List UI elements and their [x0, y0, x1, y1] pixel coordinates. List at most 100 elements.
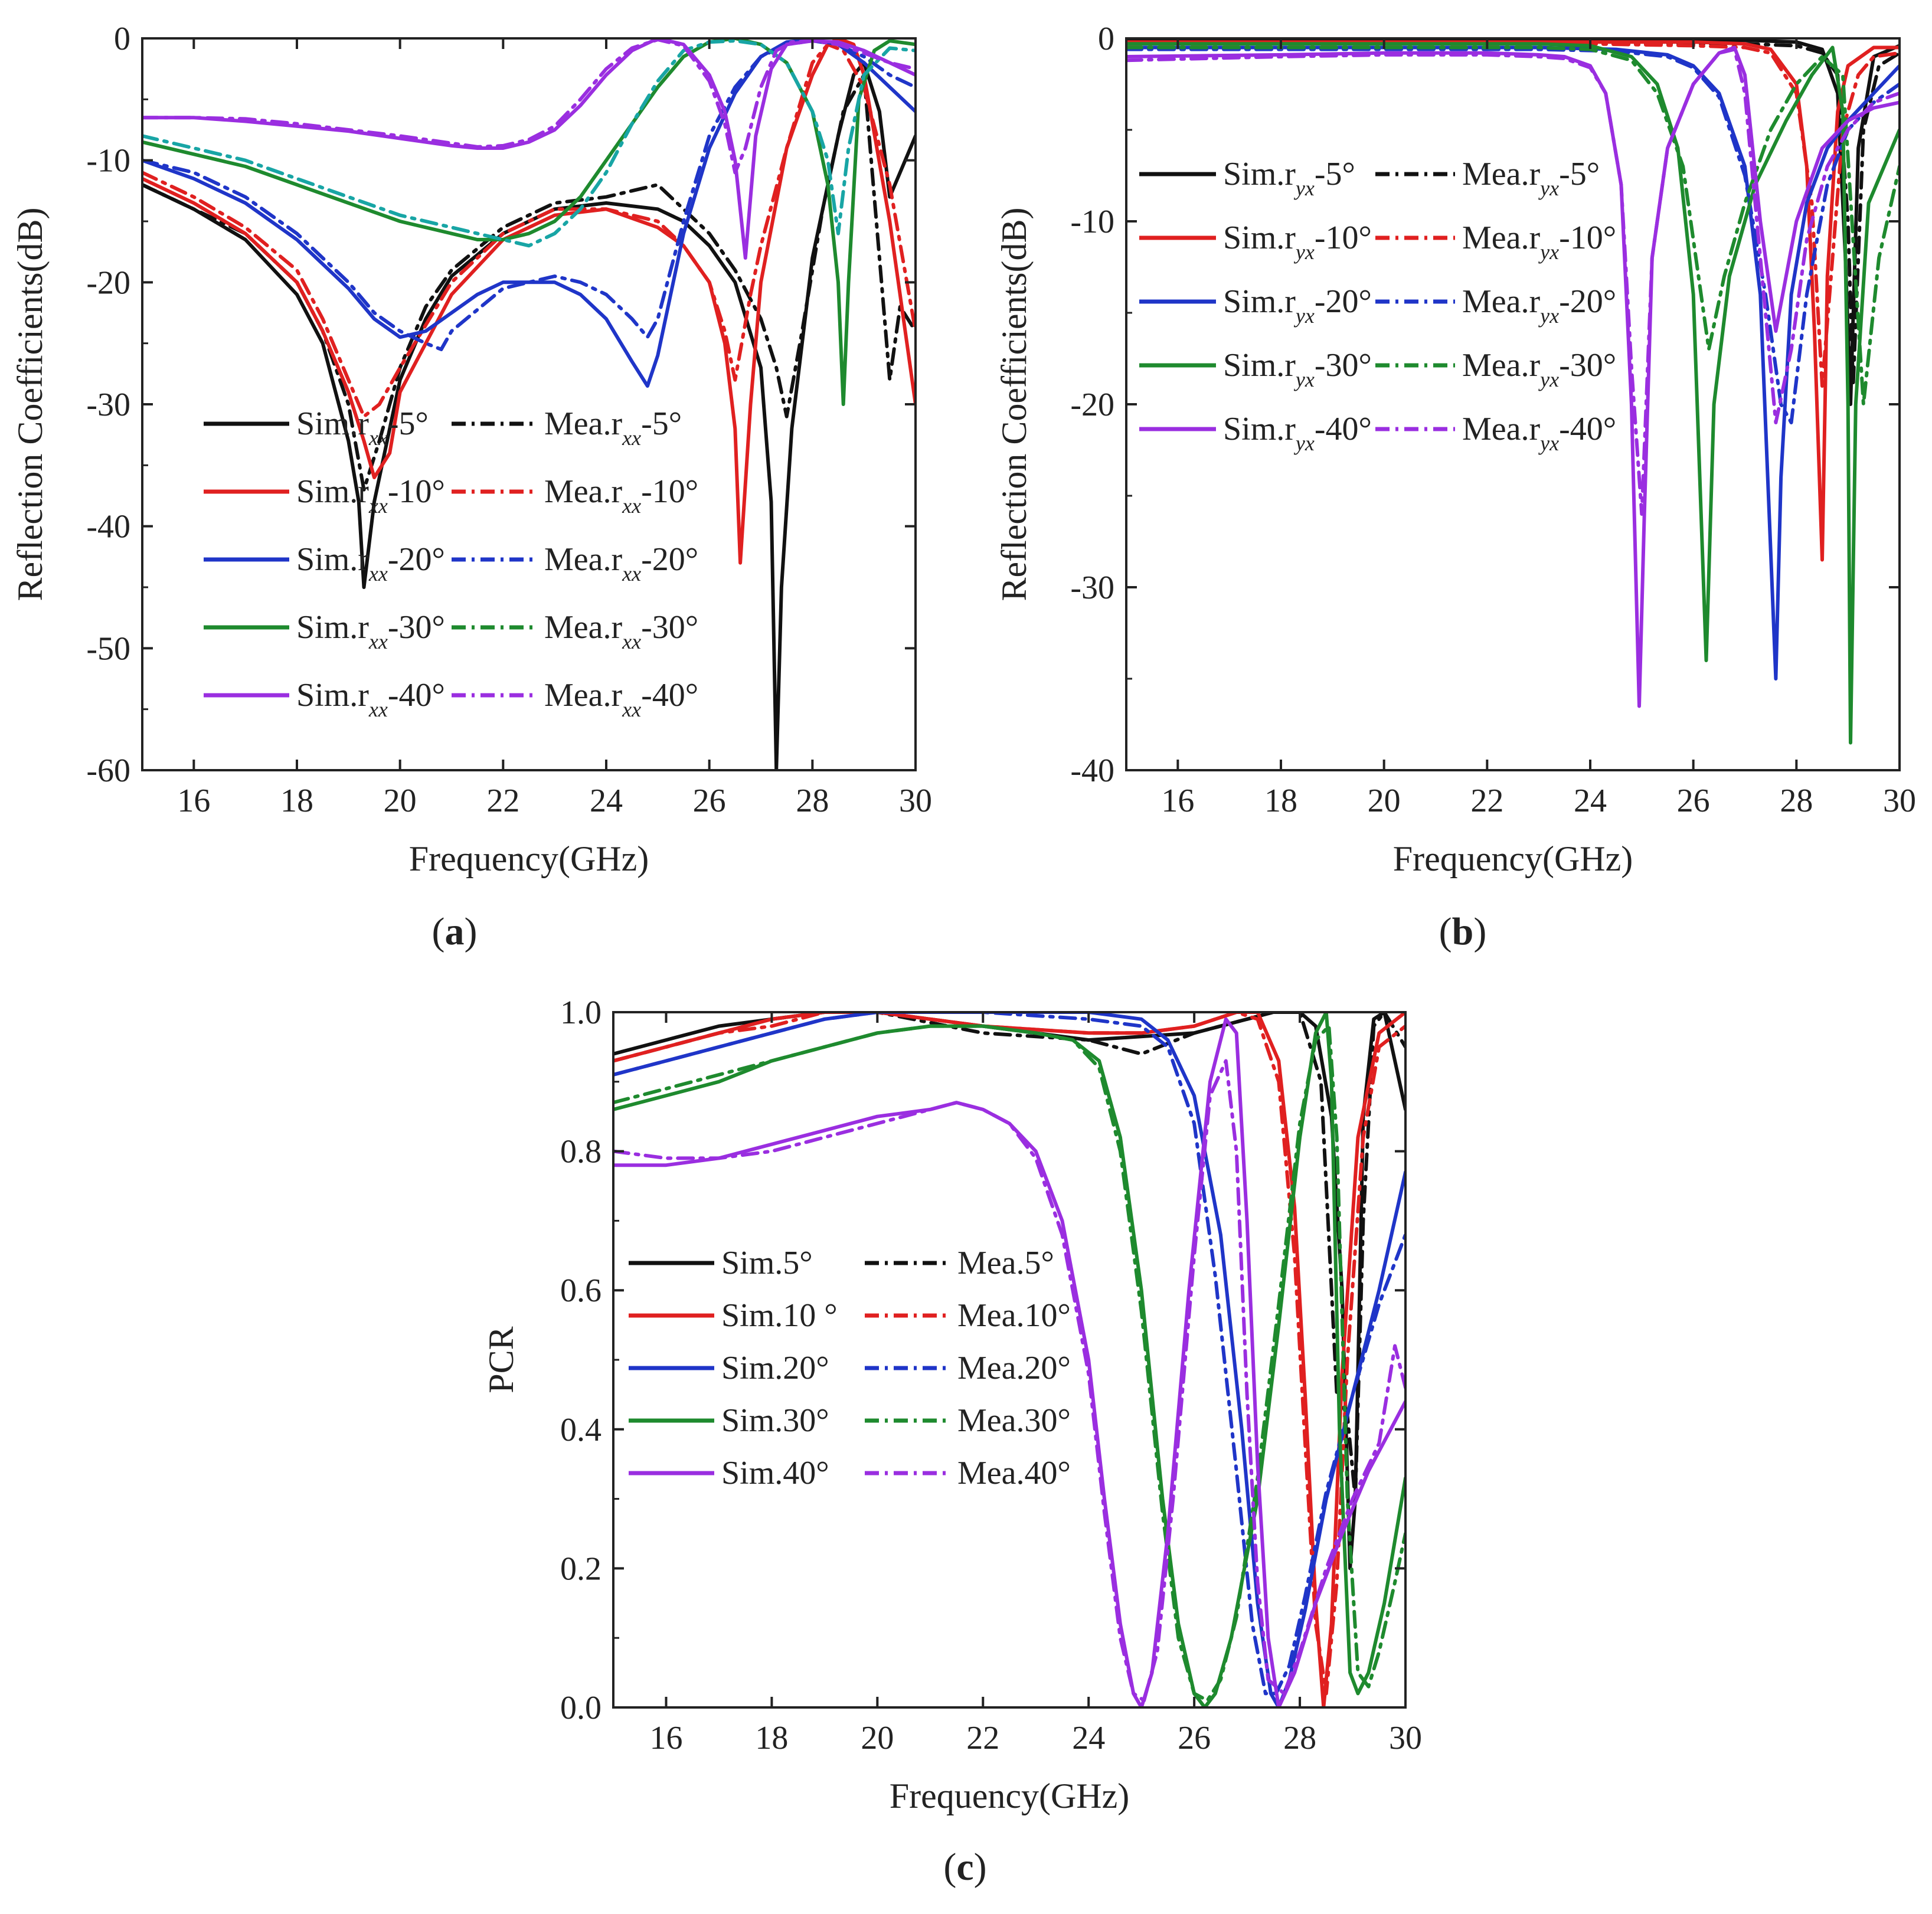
- x-tick-label: 18: [755, 1720, 788, 1756]
- series-line: [1126, 47, 1900, 516]
- y-tick-label: 0.6: [560, 1272, 601, 1309]
- panel-label: (b): [1439, 910, 1487, 953]
- x-tick-label: 28: [1283, 1720, 1316, 1756]
- y-tick-label: 0: [114, 21, 130, 57]
- panel-a: 16 18 20 22 24 26 28 30 0 -10 -20 -30 -40 -50 -60 Frequ…: [11, 21, 932, 953]
- legend-mea-label: Mea.40°: [957, 1455, 1071, 1491]
- legend-sim-label: Sim.5°: [721, 1245, 813, 1281]
- legend-mea-label: Mea.rxx-10°: [544, 473, 698, 518]
- panel-b: 16 18 20 22 24 26 28 30 0 -10 -20 -30 -40 Frequency(G…: [995, 21, 1916, 953]
- legend-sub: xx: [622, 562, 641, 585]
- x-tick-label: 20: [861, 1720, 894, 1756]
- x-tick-label: 28: [1780, 783, 1813, 819]
- legend-tail: -5°: [1559, 156, 1600, 192]
- legend-mea-label: Mea.rxx-20°: [544, 541, 698, 585]
- legend-mea-label: Mea.ryx-5°: [1462, 156, 1600, 200]
- legend-sim-label: Sim.rxx-5°: [296, 405, 429, 450]
- legend-mea-label: Mea.ryx-20°: [1462, 283, 1616, 328]
- legend-sub: yx: [1294, 431, 1315, 455]
- x-tick-label: 24: [1072, 1720, 1105, 1756]
- x-tick-label: 26: [1677, 783, 1710, 819]
- legend-tail: -20°: [388, 541, 445, 578]
- y-tick-label: -50: [86, 630, 130, 667]
- x-tick-label: 30: [899, 783, 932, 819]
- legend-sub: xx: [622, 698, 641, 721]
- legend: Sim.rxx-5° Mea.rxx-5° Sim.rxx-10° Mea.rxx-1…: [204, 405, 698, 721]
- x-axis-title: Frequency(GHz): [409, 839, 649, 878]
- series-line: [1126, 40, 1900, 562]
- legend-sim-label: Sim.rxx-10°: [296, 473, 445, 518]
- x-tick-label: 20: [384, 783, 417, 819]
- legend-sub: yx: [1538, 240, 1559, 264]
- legend-sub: yx: [1538, 431, 1559, 455]
- x-tick-label: 16: [1161, 783, 1194, 819]
- panel-label: (a): [432, 910, 478, 953]
- series-line: [1126, 45, 1900, 406]
- y-tick-label: 0.8: [560, 1134, 601, 1170]
- legend-sim-label: Sim.10 °: [721, 1297, 838, 1334]
- legend-tail: -10°: [388, 473, 445, 510]
- y-tick-label: -20: [1070, 387, 1114, 423]
- legend-tail: -30°: [388, 609, 445, 646]
- legend-tail: -20°: [641, 541, 698, 578]
- legend-mea-label: Mea.30°: [957, 1402, 1071, 1439]
- legend-sub: xx: [368, 630, 388, 653]
- legend-tail: -10°: [1559, 220, 1616, 256]
- series-line: [613, 1012, 1405, 1501]
- legend-sim-label: Sim.40°: [721, 1455, 829, 1491]
- legend-sim-label: Sim.ryx-5°: [1223, 156, 1355, 200]
- series-line: [613, 1012, 1405, 1696]
- x-axis-title: Frequency(GHz): [1393, 839, 1633, 878]
- x-tick-label: 18: [1264, 783, 1297, 819]
- series-line: [613, 1017, 1405, 1707]
- legend-mea-label: Mea.ryx-10°: [1462, 220, 1616, 264]
- x-tick-label: 24: [590, 783, 623, 819]
- legend-mea-label: Mea.10°: [957, 1297, 1071, 1334]
- panel-label-open: (: [943, 1846, 956, 1889]
- legend-mea-label: Mea.5°: [957, 1245, 1054, 1281]
- legend-sub: xx: [368, 698, 388, 721]
- legend-sub: yx: [1294, 368, 1315, 391]
- legend-tail: -10°: [1315, 220, 1372, 256]
- legend-tail: -30°: [1559, 347, 1616, 384]
- x-tick-label: 20: [1368, 783, 1401, 819]
- y-axis-title: Reflection Coefficients(dB): [995, 207, 1034, 601]
- series-line: [1126, 42, 1900, 388]
- y-tick-label: -10: [86, 143, 130, 179]
- x-tick-label: 30: [1389, 1720, 1422, 1756]
- legend-tail: -30°: [641, 609, 698, 646]
- panel-label-letter: b: [1452, 910, 1474, 953]
- x-tick-label: 16: [177, 783, 210, 819]
- series-line: [613, 1012, 1405, 1707]
- legend-tail: -5°: [1315, 156, 1355, 192]
- y-tick-label: 0.4: [560, 1412, 601, 1448]
- legend-sim-label: Sim.rxx-30°: [296, 609, 445, 653]
- panel-label-open: (: [1439, 910, 1452, 953]
- panel-label-close: ): [465, 910, 478, 953]
- legend-mea-label: Mea.20°: [957, 1350, 1071, 1386]
- series-line: [613, 1059, 1405, 1703]
- y-axis-title: Reflection Coefficients(dB): [11, 207, 50, 601]
- legend: Sim.ryx-5° Mea.ryx-5° Sim.ryx-10° Mea.ryx-1…: [1139, 156, 1616, 455]
- series-line: [1126, 42, 1900, 745]
- legend-sim-label: Sim.rxx-20°: [296, 541, 445, 585]
- legend-tail: -20°: [1559, 283, 1616, 320]
- legend-mea-label: Mea.ryx-40°: [1462, 411, 1616, 455]
- legend-tail: -40°: [641, 677, 698, 714]
- legend-sim-label: Sim.ryx-20°: [1223, 283, 1372, 328]
- x-tick-label: 26: [693, 783, 726, 819]
- legend-sim-label: Sim.rxx-40°: [296, 677, 445, 721]
- series-line: [142, 73, 916, 492]
- legend-tail: -10°: [641, 473, 698, 510]
- legend-mea-label: Mea.rxx-30°: [544, 609, 698, 653]
- legend-sim-label: Sim.ryx-40°: [1223, 411, 1372, 455]
- legend-sub: yx: [1538, 304, 1559, 328]
- panel-label-letter: c: [956, 1846, 973, 1889]
- series-line: [142, 38, 916, 260]
- y-tick-label: -30: [1070, 570, 1114, 606]
- x-tick-label: 30: [1883, 783, 1916, 819]
- series-line: [142, 38, 916, 175]
- series-line: [1126, 47, 1900, 424]
- series-line: [613, 1012, 1405, 1707]
